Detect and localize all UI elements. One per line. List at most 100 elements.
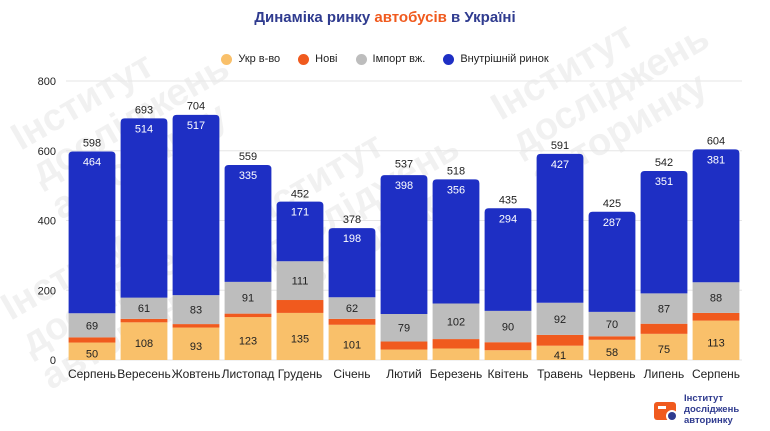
total-label: 559 (239, 151, 257, 163)
data-label-import: 79 (398, 323, 410, 335)
legend-item-ukr: Укр в-во (221, 53, 280, 65)
bar-segment-new (588, 336, 636, 340)
x-tick-label: Березень (430, 367, 483, 381)
data-label-import: 111 (292, 276, 309, 288)
data-label-domestic: 398 (395, 180, 413, 192)
data-label-import: 92 (554, 314, 566, 326)
data-label-ukr: 101 (343, 339, 361, 351)
bar-segment-domestic (484, 208, 532, 311)
bar-segment-new (68, 337, 116, 343)
total-label: 378 (343, 214, 361, 226)
bar-segment-import (484, 310, 532, 343)
data-label-domestic: 171 (291, 207, 309, 219)
bar-segment-ukr (224, 317, 272, 360)
bar-segment-domestic (328, 228, 376, 298)
bar-segment-ukr (640, 333, 688, 360)
legend-item-new: Нові (298, 53, 338, 65)
bar-segment-domestic (692, 149, 740, 283)
bar-segment-new (536, 334, 584, 346)
y-tick-label: 200 (38, 285, 56, 297)
bar-segment-ukr (276, 312, 324, 360)
y-tick-label: 600 (38, 146, 56, 158)
bar-segment-ukr (172, 327, 220, 360)
legend-dot-import (355, 53, 367, 65)
bar-segment-new (276, 300, 324, 313)
x-tick-label: Серпень (68, 367, 116, 381)
data-label-domestic: 198 (343, 233, 361, 245)
bar-segment-ukr (68, 342, 116, 360)
x-tick-label: Серпень (692, 367, 740, 381)
data-label-import: 69 (86, 320, 98, 332)
bar-segment-domestic (432, 179, 480, 304)
legend-dot-new (298, 53, 310, 65)
bar-segment-import (588, 311, 636, 337)
data-label-ukr: 135 (291, 333, 309, 345)
data-label-import: 61 (138, 303, 150, 315)
total-label: 537 (395, 159, 413, 171)
total-label: 591 (551, 140, 569, 152)
bar-segment-import (120, 297, 168, 319)
data-label-import: 83 (190, 305, 202, 317)
data-label-import: 88 (710, 293, 722, 305)
bar-segment-ukr (536, 345, 584, 360)
bar-segment-new (328, 318, 376, 325)
legend: Укр в-во Нові Імпорт вж. Внутрішній рино… (0, 53, 770, 65)
legend-item-import: Імпорт вж. (355, 53, 425, 65)
bar-segment-ukr (588, 339, 636, 360)
data-label-ukr: 41 (554, 350, 566, 362)
bar-segment-new (484, 342, 532, 351)
data-label-ukr: 108 (135, 338, 153, 350)
y-tick-label: 400 (38, 216, 56, 228)
data-label-domestic: 287 (603, 217, 621, 229)
bar-segment-new (224, 313, 272, 318)
bar-segment-import (224, 281, 272, 314)
bar-segment-new (640, 323, 688, 334)
title-suffix: в Україні (446, 9, 516, 26)
data-label-domestic: 294 (499, 213, 517, 225)
data-label-domestic: 427 (551, 159, 569, 171)
x-tick-label: Вересень (117, 367, 171, 381)
bar-segment-import (328, 297, 376, 319)
bar-segment-ukr (692, 320, 740, 360)
total-label: 604 (707, 135, 725, 147)
total-label: 435 (499, 194, 517, 206)
legend-label-domestic: Внутрішній ринок (460, 53, 549, 65)
chart-title: Динаміка ринку автобусів в Україні (0, 9, 770, 26)
bar-segment-import (432, 303, 480, 340)
x-tick-label: Червень (588, 367, 635, 381)
logo-icon (654, 401, 678, 422)
bar-segment-import (380, 313, 428, 342)
data-label-import: 62 (346, 303, 358, 315)
bar-segment-domestic (380, 175, 428, 314)
bar-segment-ukr (120, 322, 168, 360)
legend-dot-domestic (443, 53, 455, 65)
logo: Інститут досліджень авторинку (652, 393, 739, 426)
logo-text: Інститут досліджень авторинку (684, 393, 740, 426)
total-label: 518 (447, 165, 465, 177)
bar-segment-import (68, 313, 116, 338)
data-label-ukr: 93 (190, 341, 202, 353)
x-tick-label: Липень (644, 367, 685, 381)
legend-dot-ukr (221, 53, 233, 65)
bar-segment-import (172, 295, 220, 325)
data-label-ukr: 113 (707, 337, 725, 349)
bar-segment-domestic (276, 201, 324, 262)
total-label: 452 (291, 188, 309, 200)
data-label-ukr: 75 (658, 344, 670, 356)
bar-segment-ukr (484, 350, 532, 360)
bar-segment-new (172, 324, 220, 328)
x-tick-label: Квітень (488, 367, 529, 381)
x-tick-label: Жовтень (172, 367, 221, 381)
data-label-domestic: 514 (135, 123, 153, 135)
y-tick-label: 0 (50, 355, 56, 367)
bar-segment-new (120, 318, 168, 323)
bar-segment-domestic (588, 211, 636, 312)
bar-segment-import (692, 282, 740, 313)
data-label-import: 90 (502, 322, 514, 334)
bar-segment-import (536, 302, 584, 335)
total-label: 542 (655, 157, 673, 169)
data-label-domestic: 381 (707, 154, 725, 166)
bar-segment-ukr (380, 349, 428, 360)
bar-segment-domestic (640, 170, 688, 294)
